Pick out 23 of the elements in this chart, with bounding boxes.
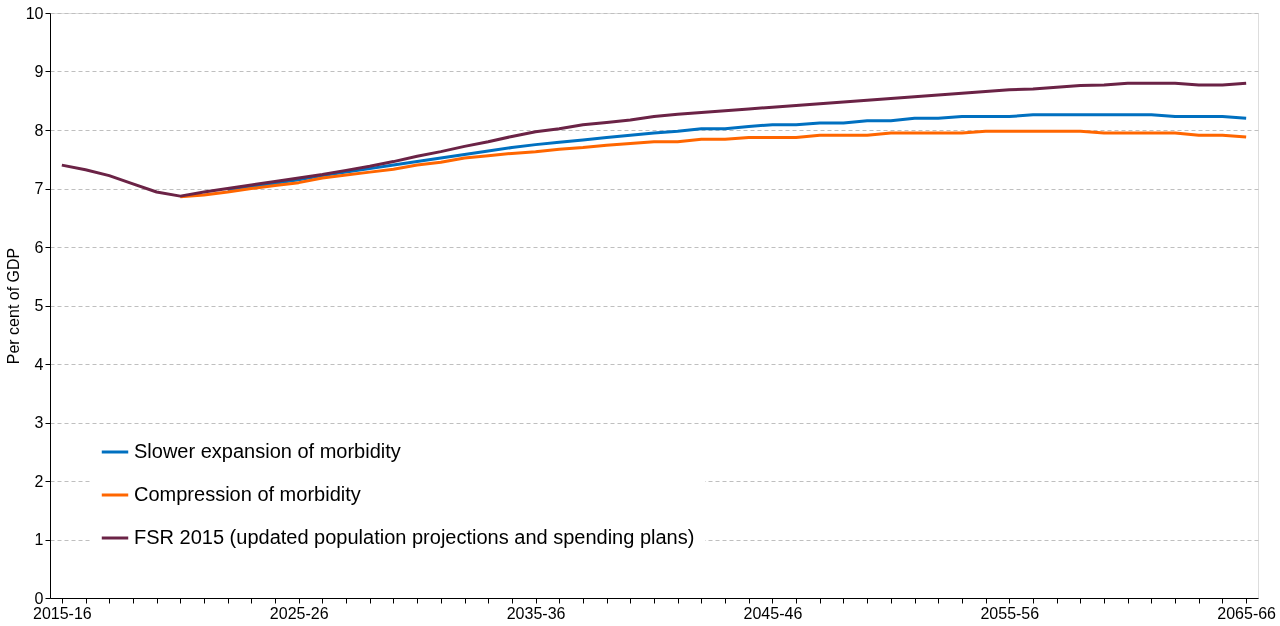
y-tick-label: 3 — [34, 414, 44, 431]
y-tick-label: 9 — [34, 63, 44, 80]
y-tick-label: 0 — [34, 589, 44, 607]
x-tick-label: 2035-36 — [506, 604, 566, 622]
y-axis-title: Per cent of GDP — [4, 247, 22, 365]
legend-label: Slower expansion of morbidity — [134, 440, 401, 462]
y-tick-label: 8 — [34, 121, 44, 139]
x-tick-label: 2015-16 — [32, 604, 92, 622]
x-tick-label: 2065-66 — [1217, 604, 1277, 622]
x-tick-label: 2045-46 — [743, 604, 803, 622]
y-tick-label: 5 — [34, 297, 44, 314]
x-tick-label: 2055-56 — [980, 604, 1040, 622]
legend-label: Compression of morbidity — [134, 483, 361, 505]
legend-label: FSR 2015 (updated population projections and spending plans) — [134, 526, 695, 548]
y-tick-label: 2 — [34, 472, 44, 490]
y-tick-label: 6 — [34, 238, 44, 256]
y-tick-label: 10 — [25, 4, 44, 22]
x-tick-label: 2025-26 — [269, 604, 329, 622]
y-tick-label: 4 — [34, 355, 44, 373]
y-tick-label: 1 — [34, 531, 44, 548]
y-tick-label: 7 — [34, 180, 44, 197]
line-series — [178, 129, 1248, 199]
line-series — [60, 81, 1248, 198]
